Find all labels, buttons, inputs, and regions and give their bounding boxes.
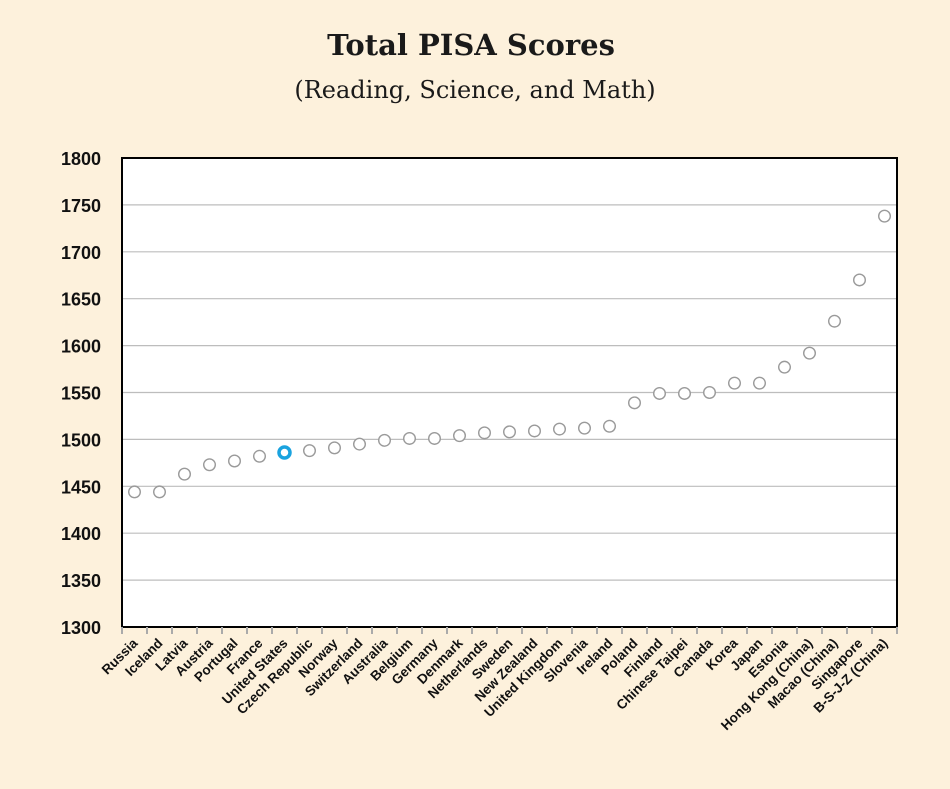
data-point [678,386,692,400]
data-point [303,444,317,458]
y-tick-label: 1750 [61,196,101,216]
data-point [778,360,792,374]
data-point [878,209,892,223]
highlighted-point [277,445,292,460]
data-point [202,458,216,472]
y-tick-label: 1650 [61,290,101,310]
y-tick-label: 1500 [61,430,101,450]
chart-title: Total PISA Scores [327,28,615,62]
y-tick-label: 1600 [61,337,101,357]
data-point [753,376,767,390]
data-point [127,485,141,499]
y-tick-label: 1450 [61,477,101,497]
data-point [353,437,367,451]
data-point [628,396,642,410]
data-point [453,429,467,443]
data-point [252,449,266,463]
data-point [177,467,191,481]
data-point [227,454,241,468]
plot-border [121,157,898,628]
data-point [553,422,567,436]
y-tick-label: 1700 [61,243,101,263]
data-point [803,346,817,360]
data-point [478,426,492,440]
y-tick-label: 1550 [61,384,101,404]
y-tick-label: 1800 [61,149,101,169]
data-point [428,431,442,445]
data-point [828,314,842,328]
data-point [328,441,342,455]
data-point [603,419,617,433]
data-point [578,421,592,435]
y-tick-label: 1400 [61,524,101,544]
data-point [403,431,417,445]
chart-subtitle: (Reading, Science, and Math) [294,76,656,104]
data-point [378,433,392,447]
data-point [503,425,517,439]
data-point [728,376,742,390]
data-point [703,386,717,400]
y-tick-label: 1350 [61,571,101,591]
y-tick-label: 1300 [61,618,101,638]
data-point [853,273,867,287]
data-point [528,424,542,438]
data-point [653,386,667,400]
data-point [152,485,166,499]
